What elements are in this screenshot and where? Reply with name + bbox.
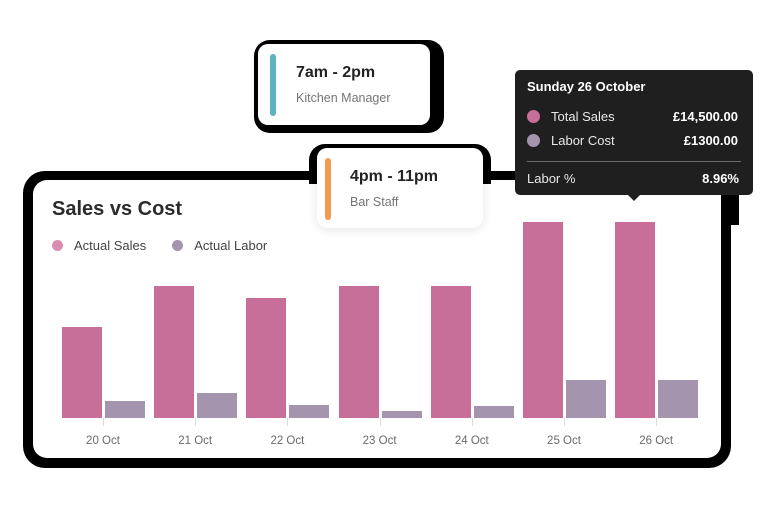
bar-actual-labor[interactable] [289,405,330,418]
bar-actual-sales[interactable] [62,327,102,418]
bar-chart-plot: 20 Oct 21 Oct 22 Oct 23 Oct 24 Oct 25 Oct 26 O… [33,180,721,458]
bar-actual-sales[interactable] [246,298,287,418]
tooltip-label: Total Sales [551,109,615,124]
x-axis-label: 24 Oct [454,435,489,447]
tooltip-row-labor-percent: Labor % 8.96% [527,171,739,186]
x-axis-tick [103,418,104,426]
bar-actual-sales[interactable] [154,286,195,418]
bar-actual-sales[interactable] [615,222,656,418]
tooltip-value: 8.96% [702,171,739,186]
bar-actual-sales[interactable] [338,286,379,418]
bar-actual-labor[interactable] [381,411,422,418]
shift-role: Bar Staff [350,195,399,209]
bar-actual-sales[interactable] [430,286,471,418]
bar-actual-labor[interactable] [197,393,238,418]
tooltip-divider [527,161,741,162]
x-axis-label: 20 Oct [86,435,120,447]
tooltip-value: £1300.00 [683,133,738,148]
x-axis-label: 21 Oct [178,435,213,447]
legend-item-actual-sales[interactable]: Actual Sales [52,238,146,253]
x-axis-tick [564,418,565,426]
bar-actual-labor[interactable] [473,406,514,418]
tooltip-label: Labor Cost [551,133,615,148]
bar-actual-sales[interactable] [523,222,563,418]
x-axis-label: 25 Oct [547,435,581,447]
shift-card-kitchen-manager[interactable]: 7am - 2pm Kitchen Manager [258,44,430,125]
shift-color-bar [270,54,276,116]
x-axis-label: 26 Oct [639,435,674,447]
shift-time: 4pm - 11pm [350,168,439,185]
bar-actual-labor[interactable] [566,380,606,418]
chart-card: Sales vs Cost Actual Sales Actual Labor … [33,180,721,458]
tooltip-arrow [627,194,641,201]
x-axis-tick [379,418,381,426]
legend-label: Actual Sales [74,238,147,253]
sales-dot-icon [52,240,63,251]
x-axis-tick [656,418,658,426]
tooltip-row-labor-cost: Labor Cost £1300.00 [527,133,738,148]
chart-card-edge [729,195,739,225]
sales-dot-icon [527,110,540,123]
tooltip-title: Sunday 26 October [527,79,646,94]
chart-legend: Actual Sales Actual Labor [52,238,267,253]
shift-color-bar [325,158,331,220]
shift-card-bar-staff[interactable]: 4pm - 11pm Bar Staff [317,148,483,228]
labor-dot-icon [527,134,540,147]
shift-role: Kitchen Manager [296,91,391,105]
legend-label: Actual Labor [194,238,268,253]
x-axis-tick [195,418,197,426]
x-axis-label: 22 Oct [270,435,305,447]
x-axis-tick [287,418,289,426]
tooltip-label: Labor % [527,171,576,186]
tooltip-row-total-sales: Total Sales £14,500.00 [527,109,738,124]
bar-actual-labor[interactable] [658,380,699,418]
chart-tooltip: Sunday 26 October Total Sales £14,500.00… [515,70,753,195]
x-axis-label: 23 Oct [362,435,397,447]
tooltip-value: £14,500.00 [672,109,738,124]
legend-item-actual-labor[interactable]: Actual Labor [172,238,267,253]
chart-title: Sales vs Cost [52,198,183,220]
labor-dot-icon [172,240,184,251]
shift-time: 7am - 2pm [296,64,376,81]
x-axis-tick [471,418,473,426]
bar-actual-labor[interactable] [105,401,145,418]
